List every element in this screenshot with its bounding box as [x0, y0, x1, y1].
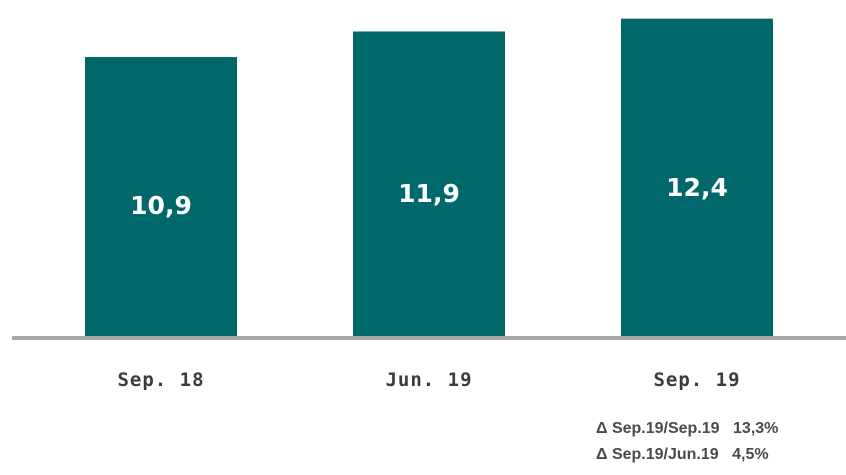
- delta-value-2: 4,5%: [732, 446, 769, 463]
- bars-layer: [85, 18, 773, 337]
- bar-chart: 10,9 Sep. 18 11,9 Jun. 19 12,4 Sep. 19: [12, 18, 846, 391]
- bar-3: [621, 18, 773, 337]
- category-label-1: Sep. 18: [117, 369, 204, 391]
- bar-1: [85, 57, 237, 337]
- delta-annotation-1: Δ Sep.19/Sep.19 13,3%: [596, 420, 846, 438]
- category-label-3: Sep. 19: [653, 369, 740, 391]
- delta-annotation-2: Δ Sep.19/Jun.19 4,5%: [596, 446, 846, 464]
- category-label-2: Jun. 19: [385, 369, 472, 391]
- bar-value-label-2: 11,9: [398, 179, 460, 208]
- bar-value-label-1: 10,9: [130, 191, 192, 220]
- delta-label-1: Δ Sep.19/Sep.19: [596, 420, 720, 437]
- bar-value-label-3: 12,4: [666, 173, 728, 202]
- bar-2: [353, 31, 505, 336]
- delta-value-1: 13,3%: [733, 420, 779, 437]
- labels-layer: 10,9 Sep. 18 11,9 Jun. 19 12,4 Sep. 19: [117, 173, 740, 391]
- delta-label-2: Δ Sep.19/Jun.19: [596, 446, 719, 463]
